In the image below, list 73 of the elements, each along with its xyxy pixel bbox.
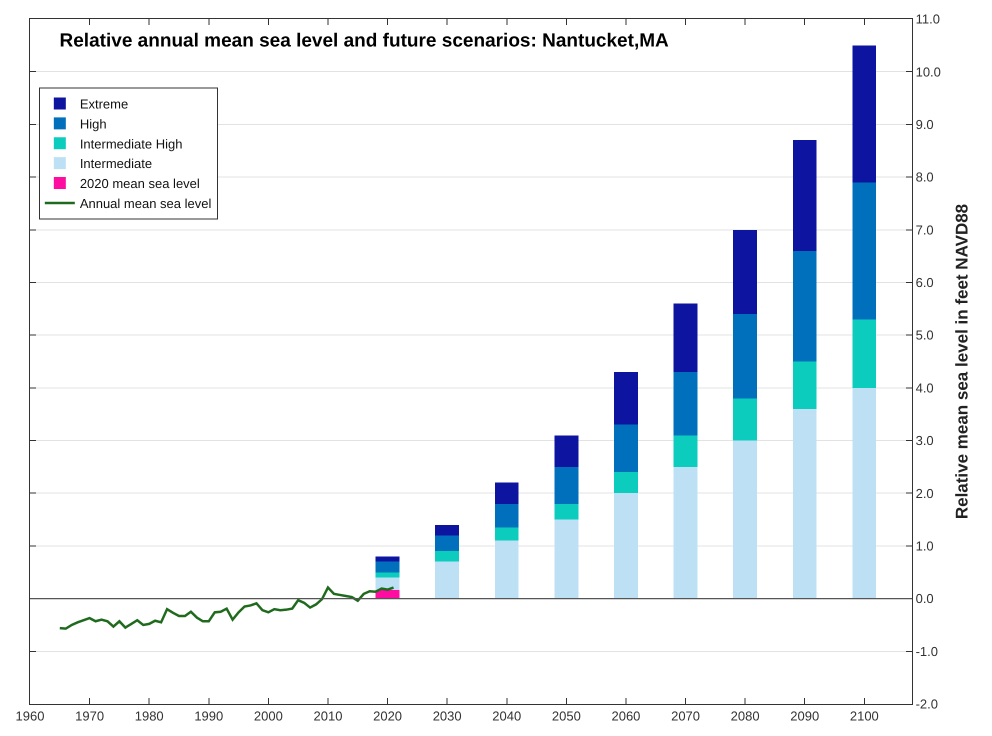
bar	[852, 388, 876, 599]
bar	[674, 304, 698, 372]
bar	[852, 182, 876, 320]
bar	[792, 140, 817, 251]
y-tick-label: 10.0	[916, 64, 941, 80]
x-tick-label: 2080	[730, 708, 760, 724]
y-tick-label: 3.0	[916, 433, 934, 448]
y-tick-label: 5.0	[916, 328, 934, 343]
x-tick-label: 2000	[254, 708, 283, 724]
bar	[494, 527, 519, 541]
bar	[614, 493, 638, 599]
x-tick-label: 2050	[552, 708, 581, 724]
x-tick-label: 1970	[75, 708, 104, 724]
x-tick-label: 2070	[671, 708, 700, 724]
legend-label: Annual mean sea level	[80, 196, 212, 212]
bar	[435, 524, 460, 536]
bar	[435, 535, 460, 552]
y-tick-label: 7.0	[916, 222, 934, 238]
bar	[674, 435, 698, 467]
legend-label: High	[80, 116, 107, 132]
bar	[376, 562, 400, 572]
x-tick-label: 1960	[16, 708, 44, 724]
bar	[614, 372, 638, 425]
x-tick-label: 1990	[194, 708, 224, 724]
bar	[435, 562, 460, 599]
bar	[792, 250, 817, 362]
line-series	[58, 586, 395, 630]
y-tick-label: 2.0	[916, 486, 934, 501]
x-tick-label: 1980	[134, 708, 164, 724]
bar	[494, 482, 519, 504]
bar	[852, 45, 876, 182]
bar	[435, 551, 460, 562]
y-tick-label: 11.0	[916, 12, 940, 27]
x-tick-label: 2010	[314, 708, 342, 724]
x-tick-label: 2040	[492, 708, 522, 724]
bar	[852, 319, 876, 388]
bar	[733, 440, 758, 599]
y-axis-title: Relative mean sea level in feet NAVD88	[952, 204, 972, 520]
y-tick-label: 8.0	[916, 170, 934, 185]
bar	[554, 504, 578, 520]
y-tick-label: 6.0	[916, 275, 934, 290]
x-tick-label: 2100	[850, 708, 879, 724]
bar	[554, 466, 578, 504]
bar	[494, 540, 519, 599]
x-tick-label: 2030	[432, 708, 462, 724]
bar	[733, 398, 758, 441]
legend-label: Intermediate	[80, 156, 152, 172]
legend-label: 2020 mean sea level	[80, 176, 200, 192]
bar	[494, 504, 519, 528]
y-tick-label: 4.0	[916, 380, 934, 396]
text: Relative annual mean sea level and future scenarios: Nantucket,MA	[60, 30, 670, 52]
x-tick-label: 2060	[611, 708, 640, 724]
x-tick-label: 2090	[790, 708, 820, 724]
bar	[792, 408, 817, 599]
bar	[554, 435, 578, 467]
legend-label: Extreme	[80, 96, 128, 112]
bar	[674, 466, 698, 599]
y-tick-label: -1.0	[916, 644, 938, 659]
y-tick-label: 9.0	[916, 116, 934, 132]
bar	[792, 362, 817, 409]
x-tick-label: 2020	[373, 708, 402, 724]
bar	[674, 372, 698, 436]
bar	[614, 472, 638, 494]
bar	[554, 520, 578, 599]
bar	[733, 314, 758, 398]
y-tick-label: -2.0	[916, 696, 938, 712]
y-tick-label: 1.0	[916, 538, 934, 554]
bar	[733, 230, 758, 314]
legend-label: Intermediate High	[80, 136, 182, 152]
bar	[614, 424, 638, 472]
bar	[376, 572, 400, 578]
bar	[376, 556, 400, 562]
y-tick-label: 0.0	[916, 591, 934, 606]
